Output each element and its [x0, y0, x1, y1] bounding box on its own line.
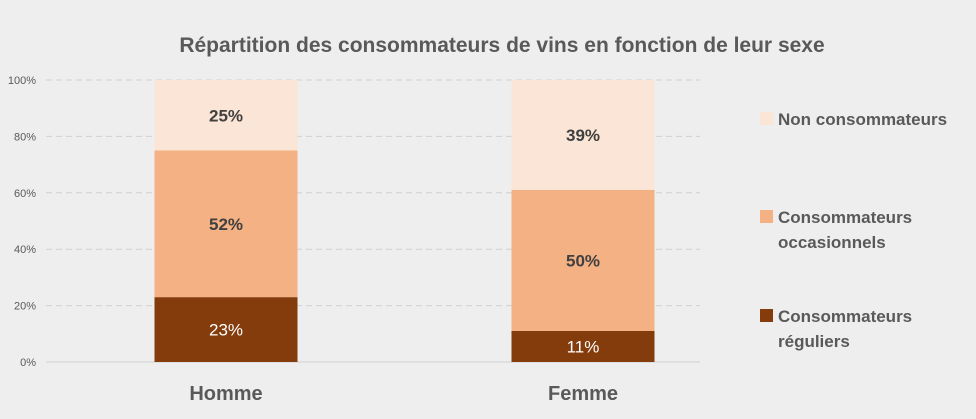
bar-segment: [511, 189, 655, 331]
chart-title: Répartition des consommateurs de vins en…: [179, 34, 824, 57]
data-label: 25%: [209, 106, 243, 125]
legend-label-line: Non consommateurs: [778, 110, 947, 129]
data-label: 50%: [566, 251, 600, 270]
y-tick-label: 20%: [14, 301, 36, 313]
legend-label: Consommateurs occasionnels: [778, 208, 912, 252]
legend-label-line: réguliers: [778, 332, 850, 351]
legend-label-line: occasionnels: [778, 233, 886, 252]
data-label: 52%: [209, 215, 243, 234]
bar-segment: [511, 330, 655, 362]
bar-segment: [154, 297, 298, 362]
bars: 23% 52% 25% Homme 11% 50% 39% Femme: [154, 80, 655, 405]
bar-segment: [154, 150, 298, 298]
data-label: 39%: [566, 126, 600, 145]
y-tick-label: 40%: [14, 244, 36, 256]
legend: Non consommateurs Consommateurs occasionne…: [760, 110, 947, 351]
x-tick-label: Femme: [548, 383, 618, 405]
y-tick-label: 100%: [8, 75, 36, 87]
data-label: 11%: [567, 337, 600, 356]
bar-segment: [511, 80, 655, 190]
legend-label: Non consommateurs: [778, 110, 947, 129]
data-label: 23%: [209, 321, 243, 340]
bar-segment: [154, 80, 298, 151]
legend-label-line: Consommateurs: [778, 208, 912, 227]
legend-label: Consommateurs réguliers: [778, 307, 912, 351]
legend-swatch: [760, 112, 773, 125]
legend-label-line: Consommateurs: [778, 307, 912, 326]
x-tick-label: Homme: [189, 383, 262, 405]
y-tick-label: 60%: [14, 188, 36, 200]
y-tick-label: 0%: [20, 357, 36, 369]
y-tick-label: 80%: [14, 131, 36, 143]
legend-swatch: [760, 309, 773, 322]
legend-swatch: [760, 210, 773, 223]
